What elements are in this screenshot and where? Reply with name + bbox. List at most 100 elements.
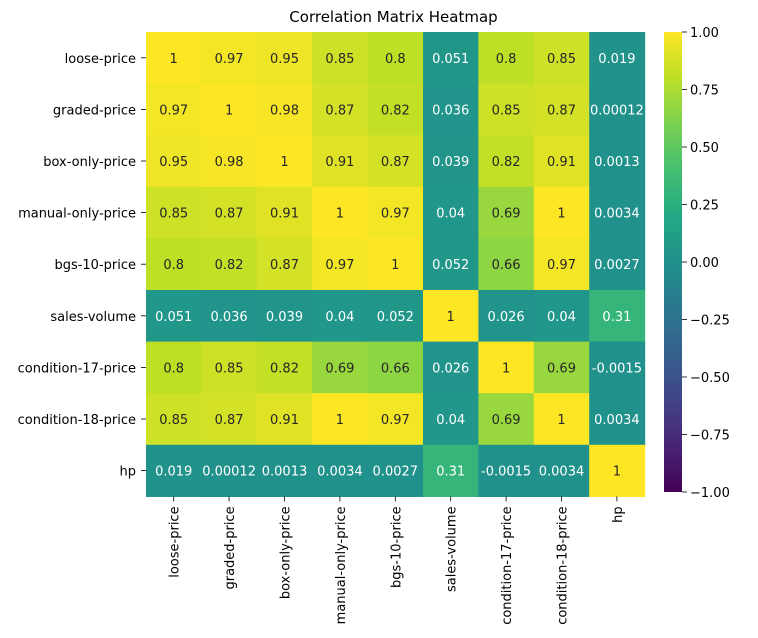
- row-label: condition-17-price: [18, 361, 136, 376]
- cell-annotation: 0.97: [215, 52, 244, 67]
- cell-annotation: 0.69: [492, 413, 521, 428]
- heatmap-cell: [312, 135, 369, 188]
- cell-annotation: 0.019: [598, 52, 635, 67]
- cell-annotation: 0.039: [432, 155, 469, 170]
- cell-annotation: 0.97: [381, 207, 410, 222]
- cell-annotation: 0.8: [385, 52, 406, 67]
- heatmap-cell: [478, 341, 535, 394]
- row-label: box-only-price: [43, 155, 136, 170]
- cell-annotation: 1: [557, 413, 565, 428]
- cell-annotation: 0.69: [492, 207, 521, 222]
- cell-annotation: 0.051: [155, 310, 192, 325]
- cell-annotation: 0.97: [547, 258, 576, 273]
- heatmap-cell: [423, 32, 479, 85]
- heatmap-cell: [256, 341, 313, 394]
- cell-annotation: 0.87: [381, 155, 410, 170]
- heatmap-cell: [589, 341, 646, 394]
- heatmap-cell: [201, 135, 258, 188]
- heatmap-cell: [589, 32, 646, 85]
- cell-annotation: 1: [613, 465, 621, 480]
- heatmap-cell: [312, 290, 369, 343]
- heatmap-cell: [146, 290, 202, 343]
- column-label: condition-17-price: [500, 506, 515, 624]
- heatmap-cell: [533, 186, 590, 239]
- cell-annotation: 0.04: [325, 310, 354, 325]
- cell-annotation: 1: [280, 155, 288, 170]
- heatmap-cell: [533, 83, 590, 136]
- column-labels: loose-price graded-price box-only-price man…: [168, 496, 626, 625]
- heatmap-cell: [201, 444, 258, 497]
- heatmap-cell: [146, 238, 202, 291]
- heatmap-cell: [533, 135, 590, 188]
- cell-annotation: 0.052: [432, 258, 469, 273]
- heatmap-cell: [478, 290, 535, 343]
- cell-annotation: 0.036: [432, 103, 469, 118]
- column-label: hp: [611, 506, 626, 523]
- colorbar-tick-label: −1.00: [690, 486, 730, 501]
- cell-annotation: 0.97: [381, 413, 410, 428]
- colorbar: 1.00 0.75 0.50 0.25 0.00 −0.25 −0.50 −0.75 −1.00: [664, 26, 730, 501]
- cell-annotation: -0.0015: [481, 465, 531, 480]
- heatmap-cell: [589, 83, 646, 136]
- cell-annotation: 0.0013: [594, 155, 640, 170]
- colorbar-tick-label: −0.25: [690, 314, 730, 329]
- heatmap-cell: [367, 135, 424, 188]
- colorbar-tick-label: −0.75: [690, 429, 730, 444]
- heatmap-cell: [146, 32, 202, 85]
- heatmap-cell: [533, 238, 590, 291]
- heatmap-cell: [423, 341, 479, 394]
- heatmap-cell: [256, 135, 313, 188]
- cell-annotation: 1: [502, 361, 510, 376]
- cell-annotation: 0.87: [215, 413, 244, 428]
- heatmap-cell: [312, 444, 369, 497]
- cell-annotation: 0.82: [215, 258, 244, 273]
- chart-title: Correlation Matrix Heatmap: [289, 8, 497, 26]
- cell-annotation: 0.85: [215, 361, 244, 376]
- heatmap-cell: [256, 444, 313, 497]
- heatmap-cell: [367, 444, 424, 497]
- heatmap-cell: [423, 444, 479, 497]
- heatmap-cell: [367, 238, 424, 291]
- cell-annotation: 0.8: [496, 52, 517, 67]
- cell-annotation: 0.0027: [594, 258, 640, 273]
- cell-annotation: 0.0034: [539, 465, 585, 480]
- heatmap-cell: [367, 341, 424, 394]
- heatmap-cell: [478, 393, 535, 446]
- cell-annotation: 1: [336, 413, 344, 428]
- column-label: manual-only-price: [334, 506, 349, 624]
- cell-annotation: 0.04: [436, 413, 465, 428]
- heatmap-cell: [423, 393, 479, 446]
- heatmap-cell: [589, 393, 646, 446]
- cell-annotation: 0.8: [163, 258, 184, 273]
- heatmap-cell: [312, 341, 369, 394]
- heatmap-cell: [256, 290, 313, 343]
- heatmap-cell: [146, 186, 202, 239]
- row-label: bgs-10-price: [54, 258, 136, 273]
- heatmap-cell: [533, 393, 590, 446]
- cell-annotation: 1: [225, 103, 233, 118]
- heatmap-cell: [423, 186, 479, 239]
- cell-annotation: 0.052: [377, 310, 414, 325]
- column-label: box-only-price: [279, 506, 294, 599]
- cell-annotation: 0.85: [492, 103, 521, 118]
- column-label: graded-price: [223, 506, 238, 589]
- heatmap-cell: [478, 32, 535, 85]
- cell-annotation: 0.026: [487, 310, 524, 325]
- heatmap-cell: [146, 341, 202, 394]
- heatmap-cell: [201, 83, 258, 136]
- row-label: condition-18-price: [18, 413, 136, 428]
- cell-annotation: 0.04: [436, 207, 465, 222]
- cell-annotation: 0.04: [547, 310, 576, 325]
- heatmap-cell: [478, 444, 535, 497]
- colorbar-gradient: [664, 32, 682, 492]
- heatmap-cell: [201, 32, 258, 85]
- heatmap-cell: [423, 290, 479, 343]
- heatmap-cell: [312, 83, 369, 136]
- heatmap-cell: [312, 238, 369, 291]
- cell-annotation: 0.0034: [317, 465, 363, 480]
- cell-annotation: 0.98: [270, 103, 299, 118]
- colorbar-tick-label: 0.75: [690, 84, 719, 99]
- heatmap-cell: [478, 186, 535, 239]
- heatmap-cell: [146, 393, 202, 446]
